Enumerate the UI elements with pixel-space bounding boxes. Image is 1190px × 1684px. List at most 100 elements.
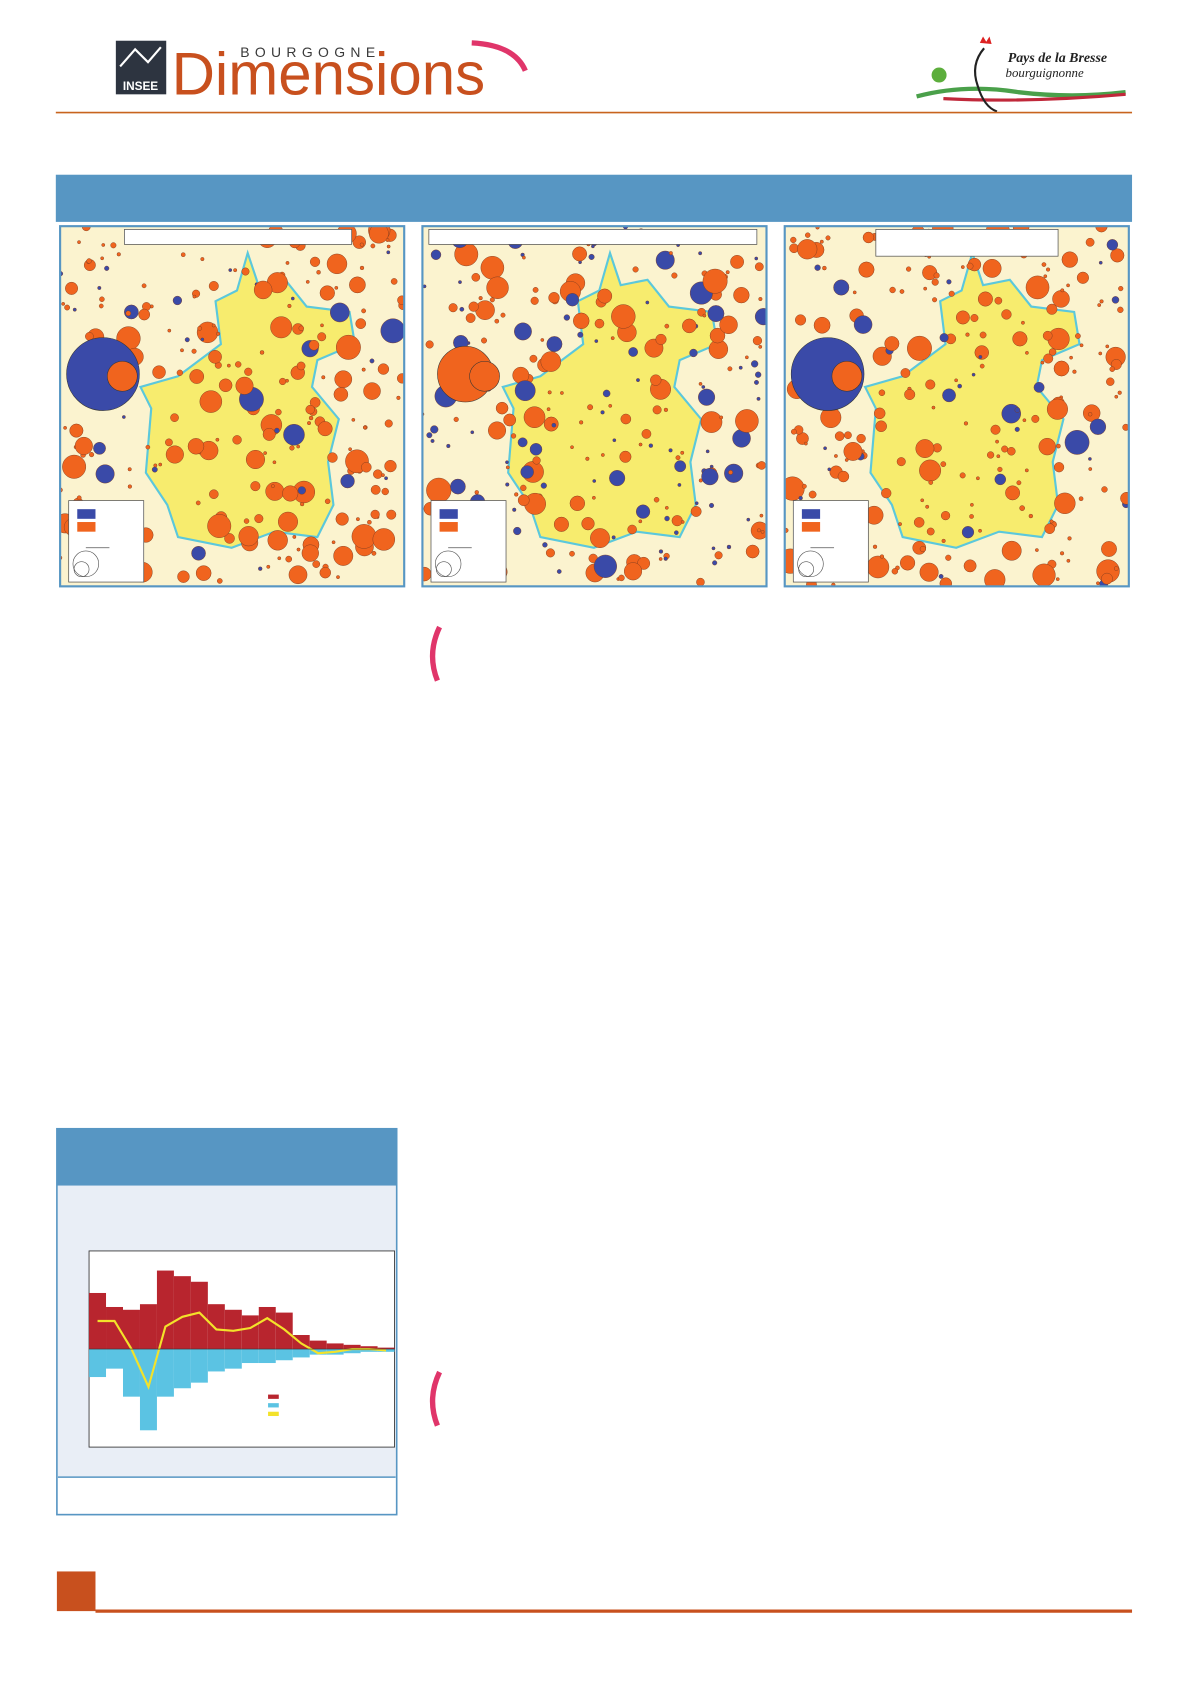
map-circle	[974, 345, 989, 360]
map-circle	[1101, 486, 1108, 493]
map-circle	[488, 421, 507, 440]
map-circle	[480, 256, 505, 280]
map-circle	[636, 378, 640, 383]
map-circle	[825, 235, 831, 241]
map-circle	[287, 303, 292, 308]
map-circle	[282, 485, 299, 502]
map-circle	[680, 450, 685, 455]
map-circle	[250, 481, 261, 492]
map-content	[60, 226, 405, 587]
map-circle	[110, 242, 117, 249]
map-circle	[757, 461, 766, 470]
bar	[139, 1304, 157, 1350]
legend-swatch	[268, 1394, 279, 1399]
map-circle	[272, 460, 277, 465]
map-circle	[594, 339, 599, 343]
partner-rooster	[973, 47, 998, 113]
map-circle	[754, 308, 767, 326]
chart-source	[57, 1477, 396, 1514]
map-legend-swatch	[439, 509, 458, 519]
map-circle	[274, 427, 280, 434]
map-circle	[540, 482, 547, 489]
bar	[326, 1343, 344, 1350]
map-circle	[569, 550, 575, 557]
map-circle	[349, 276, 366, 294]
map-circle	[620, 413, 632, 425]
map-circle	[381, 473, 385, 478]
map-circle	[1105, 344, 1110, 349]
map-circle	[597, 288, 613, 304]
map-circle	[275, 408, 282, 416]
map-circle	[1044, 523, 1055, 534]
map-circle	[581, 517, 595, 531]
bar	[156, 1349, 174, 1397]
map-circle	[1056, 443, 1061, 449]
map-legend-swatch	[439, 522, 458, 532]
map-circle	[385, 238, 390, 242]
map-circle	[308, 415, 314, 421]
map-circle	[308, 339, 320, 351]
map-circle	[689, 348, 698, 358]
map-circle	[396, 395, 401, 400]
map-circle	[610, 336, 615, 341]
map-circle	[1085, 237, 1095, 247]
map-circle	[266, 564, 271, 569]
map-circle	[996, 454, 1001, 459]
map-circle	[728, 470, 733, 475]
map-circle	[384, 476, 388, 481]
map-circle	[1075, 333, 1081, 339]
map-circle	[1114, 394, 1119, 399]
map-circle	[709, 502, 715, 508]
map-circle	[371, 550, 377, 556]
map-circle	[104, 265, 110, 271]
map-circle	[628, 347, 638, 357]
map-circle	[712, 560, 718, 566]
bar	[224, 1349, 242, 1369]
map-circle	[878, 389, 886, 397]
map-circle	[725, 270, 730, 275]
map-circle	[100, 256, 104, 261]
map-circle	[208, 281, 219, 291]
map-circle	[542, 542, 548, 548]
map-circle	[397, 295, 405, 305]
brand-top: BOURGOGNE	[240, 44, 380, 60]
map-circle	[926, 527, 935, 536]
map-circle	[176, 369, 184, 376]
map-circle	[359, 265, 365, 271]
map-circle	[1066, 283, 1070, 288]
map-circle	[1067, 536, 1072, 541]
map-circle	[97, 285, 102, 290]
map-circle	[635, 504, 651, 519]
map-circle	[645, 300, 650, 305]
map-circle	[698, 388, 716, 406]
map-circle	[600, 410, 605, 415]
map-circle	[674, 530, 679, 535]
map-circle	[1049, 519, 1054, 524]
map-circle	[530, 296, 539, 305]
map-circle	[970, 502, 974, 507]
map-circle	[650, 374, 662, 386]
map-circle	[367, 520, 372, 525]
map-circle	[1001, 403, 1021, 424]
map-circle	[758, 297, 763, 302]
map-circle	[1043, 353, 1054, 364]
map-circle	[663, 407, 668, 412]
map-circle	[381, 487, 389, 496]
map-circle	[478, 296, 483, 301]
map-circle	[1110, 248, 1125, 263]
insee-mark	[119, 46, 162, 68]
map-circle	[305, 280, 310, 284]
map-circle	[1031, 414, 1040, 423]
map-circle	[795, 314, 807, 326]
bar	[139, 1349, 157, 1431]
map-circle	[244, 367, 253, 376]
map-circle	[587, 404, 594, 411]
map-circle	[1122, 423, 1129, 431]
bar	[122, 1309, 140, 1350]
map-circle	[730, 255, 744, 269]
map-circle	[228, 268, 233, 272]
map-legend-swatch	[801, 509, 821, 519]
map-circle	[754, 380, 759, 385]
map-circle	[224, 533, 235, 544]
map-circle	[982, 259, 1002, 278]
